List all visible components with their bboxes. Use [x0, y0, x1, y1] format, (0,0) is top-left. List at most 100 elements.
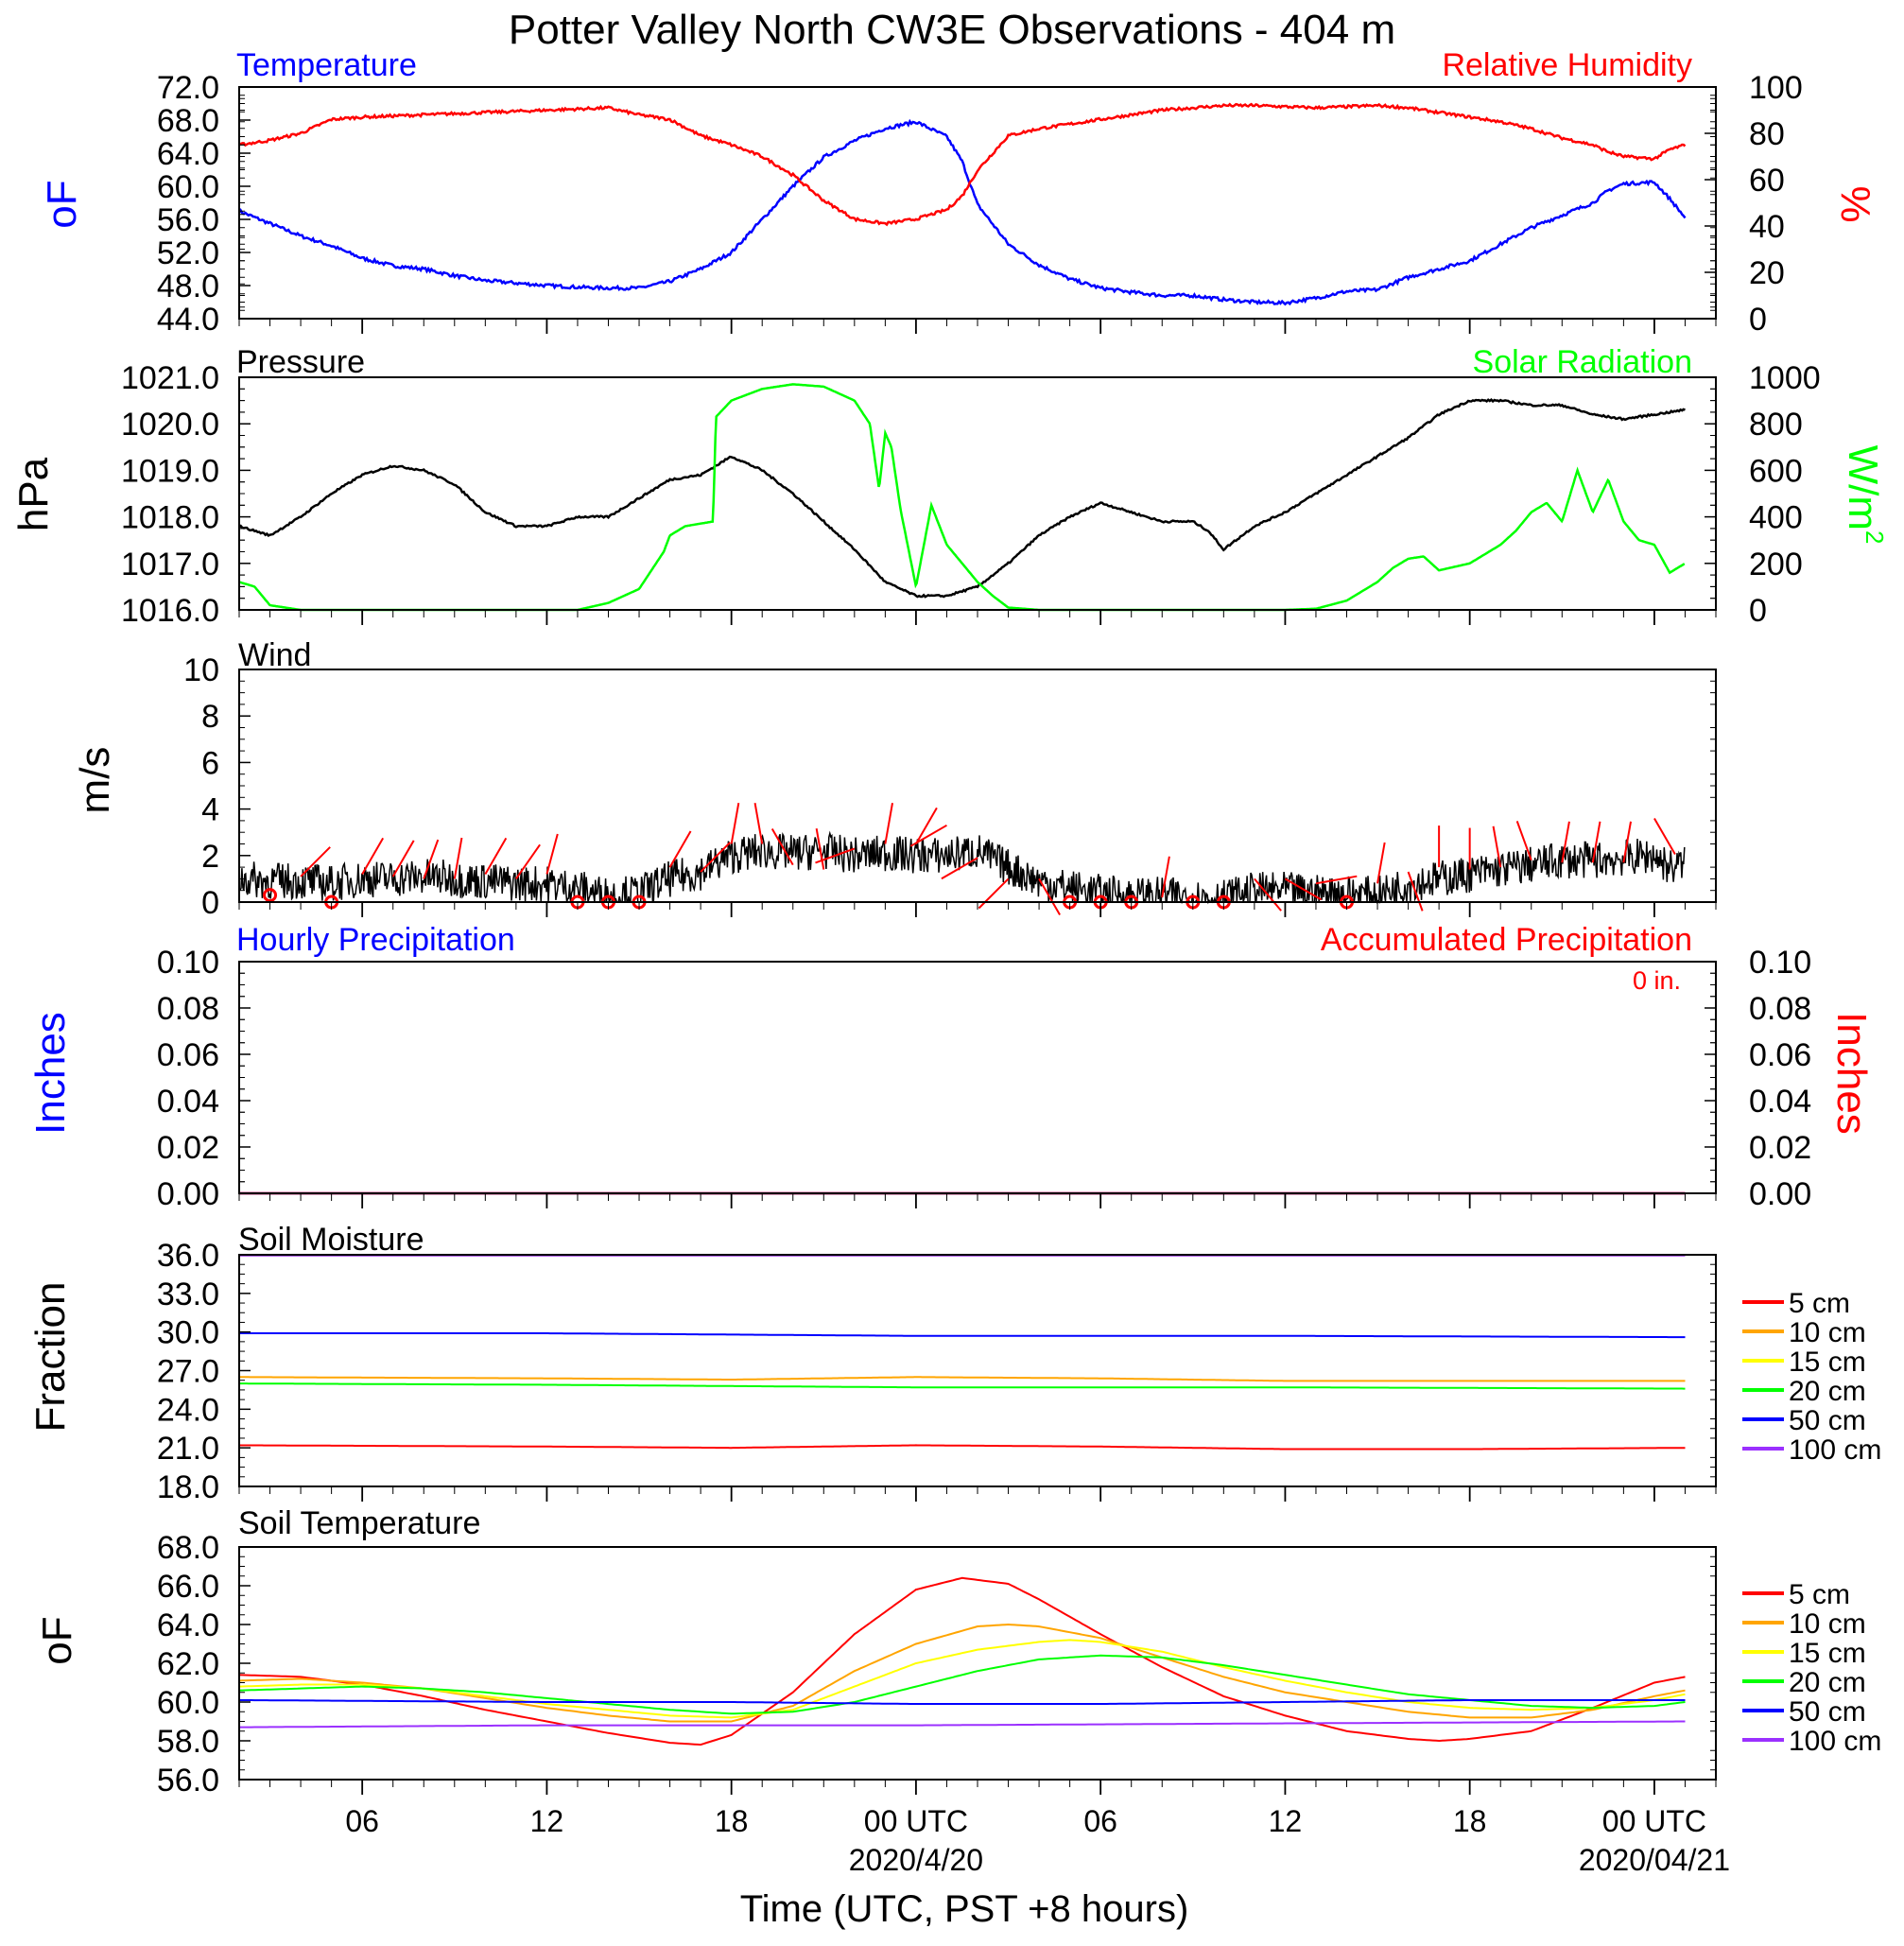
temp_rh-right-tick-label: 100	[1749, 70, 1803, 106]
pressure_solar-series-pressure	[238, 398, 1686, 599]
soil_temp-left-tick-label: 58.0	[157, 1724, 219, 1760]
pressure-title: Pressure	[236, 344, 365, 380]
soil-temperature-legend-label: 20 cm	[1789, 1667, 1866, 1698]
wind-barb	[1315, 875, 1358, 885]
precip-frame	[238, 961, 1717, 1194]
temp_rh-series-relative-humidity	[238, 102, 1687, 227]
wind-calm-marker	[263, 888, 278, 903]
temp_rh-left-tick-label: 68.0	[157, 103, 219, 139]
wind-barb	[1284, 877, 1323, 901]
temp_rh-left-tick-label: 64.0	[157, 136, 219, 172]
temp_rh-left-tick-label: 72.0	[157, 70, 219, 106]
pressure_solar-right-tick-label: 600	[1749, 453, 1803, 489]
time-tick-label: 18	[715, 1804, 749, 1838]
pressure_solar-right-tick-label: 1000	[1749, 360, 1821, 396]
hourly-precip-title: Hourly Precipitation	[236, 922, 515, 958]
soil-temperature-legend-label: 15 cm	[1789, 1638, 1866, 1669]
wind-barb	[915, 807, 938, 845]
wind-barb	[815, 828, 825, 870]
chart-title: Potter Valley North CW3E Observations - …	[509, 7, 1395, 53]
axis-labels: 72.068.064.060.056.052.048.044.010080604…	[121, 70, 1821, 1877]
temp_rh-left-tick-label: 52.0	[157, 235, 219, 271]
wind-barb	[730, 802, 740, 844]
soil_temp-left-tick-label: 66.0	[157, 1569, 219, 1605]
soil_moisture-series-20-cm	[239, 1382, 1686, 1390]
temp_rh-left-tick-label: 56.0	[157, 202, 219, 238]
soil-moisture-legend-label: 100 cm	[1789, 1434, 1881, 1466]
pressure_solar-left-tick-label: 1020.0	[121, 407, 219, 443]
soil_temp-series-10-cm	[238, 1623, 1686, 1723]
soil_temp-left-tick-label: 56.0	[157, 1763, 219, 1798]
wind-barb	[978, 877, 1010, 910]
soil_moisture-series-5-cm	[238, 1444, 1686, 1451]
soil_moisture-left-tick-label: 21.0	[157, 1431, 219, 1467]
pressure_solar-frame	[238, 376, 1717, 611]
pressure_solar-left-tick-label: 1016.0	[121, 593, 219, 629]
soil_moisture-left-tick-label: 36.0	[157, 1238, 219, 1274]
wind-barb	[1622, 821, 1633, 863]
soil-moisture-legend-label: 15 cm	[1789, 1347, 1866, 1378]
soil_temp-left-tick-label: 68.0	[157, 1530, 219, 1566]
time-tick-label: 18	[1453, 1804, 1487, 1838]
wind-left-tick-label: 8	[201, 699, 219, 735]
temperature-unit: oF	[39, 180, 85, 228]
precip-right-unit: Inches	[1828, 1012, 1875, 1135]
pressure_solar-right-tick-label: 0	[1749, 593, 1767, 629]
soil_temp-left-tick-label: 60.0	[157, 1685, 219, 1721]
precip-total-label: 0 in.	[1633, 966, 1681, 995]
soil_moisture-left-tick-label: 24.0	[157, 1392, 219, 1428]
precip-left-tick-label: 0.10	[157, 945, 219, 981]
temp_rh-left-tick-label: 60.0	[157, 169, 219, 205]
wind-barb	[668, 830, 692, 868]
pressure_solar-left-tick-label: 1019.0	[121, 453, 219, 489]
wind-barb	[300, 846, 331, 877]
soil-moisture-unit: Fraction	[27, 1282, 74, 1433]
precip-right-tick-label: 0.10	[1749, 945, 1811, 981]
wind-left-tick-label: 6	[201, 745, 219, 781]
wind-barb	[1376, 842, 1386, 884]
pressure-unit: hPa	[10, 457, 57, 531]
solar-unit: W/m2	[1840, 445, 1889, 545]
wind-barb	[453, 837, 463, 879]
wind-barb	[1492, 825, 1502, 868]
soil-moisture-legend-label: 10 cm	[1789, 1317, 1866, 1348]
precip-left-tick-label: 0.00	[157, 1176, 219, 1212]
precip-left-tick-label: 0.02	[157, 1130, 219, 1166]
temp_rh-series-temperature	[237, 118, 1687, 306]
wind-barb	[1407, 871, 1424, 912]
panel-frames	[238, 86, 1717, 1795]
humidity-unit: %	[1832, 185, 1878, 222]
soil-temperature-title: Soil Temperature	[238, 1505, 480, 1541]
soil_temp-series-20-cm	[238, 1654, 1686, 1715]
temp_rh-left-tick-label: 48.0	[157, 269, 219, 304]
wind-left-tick-label: 2	[201, 839, 219, 875]
temp_rh-right-tick-label: 0	[1749, 302, 1767, 338]
temp_rh-right-tick-label: 80	[1749, 116, 1785, 152]
precip-right-tick-label: 0.06	[1749, 1037, 1811, 1073]
wind-barb	[770, 828, 794, 866]
soil_temp-series-5-cm	[238, 1576, 1686, 1746]
x-axis-label: Time (UTC, PST +8 hours)	[740, 1888, 1189, 1930]
solar-radiation-title: Solar Radiation	[1473, 344, 1692, 380]
pressure_solar-right-tick-label: 800	[1749, 407, 1803, 443]
temp_rh-right-tick-label: 20	[1749, 255, 1785, 291]
wind-barb	[1653, 817, 1676, 856]
wind-left-tick-label: 10	[183, 652, 219, 688]
date-tick-label: 2020/04/21	[1579, 1843, 1730, 1877]
precip-right-tick-label: 0.08	[1749, 991, 1811, 1027]
pressure_solar-left-tick-label: 1018.0	[121, 500, 219, 536]
time-tick-label: 00 UTC	[1602, 1804, 1706, 1838]
soil_moisture-series-10-cm	[239, 1376, 1686, 1382]
accumulated-precip-title: Accumulated Precipitation	[1321, 922, 1692, 958]
wind-title: Wind	[238, 637, 311, 673]
soil_temp-series-15-cm	[238, 1639, 1686, 1719]
soil-temperature-legend-label: 10 cm	[1789, 1608, 1866, 1640]
soil-temperature-legend-label: 100 cm	[1789, 1726, 1881, 1757]
wind-barb	[815, 847, 856, 864]
wind-barb	[1561, 821, 1570, 863]
wind-left-tick-label: 0	[201, 885, 219, 921]
time-tick-label: 00 UTC	[864, 1804, 968, 1838]
pressure_solar-left-tick-label: 1017.0	[121, 547, 219, 582]
soil-temperature-legend-label: 5 cm	[1789, 1579, 1850, 1610]
